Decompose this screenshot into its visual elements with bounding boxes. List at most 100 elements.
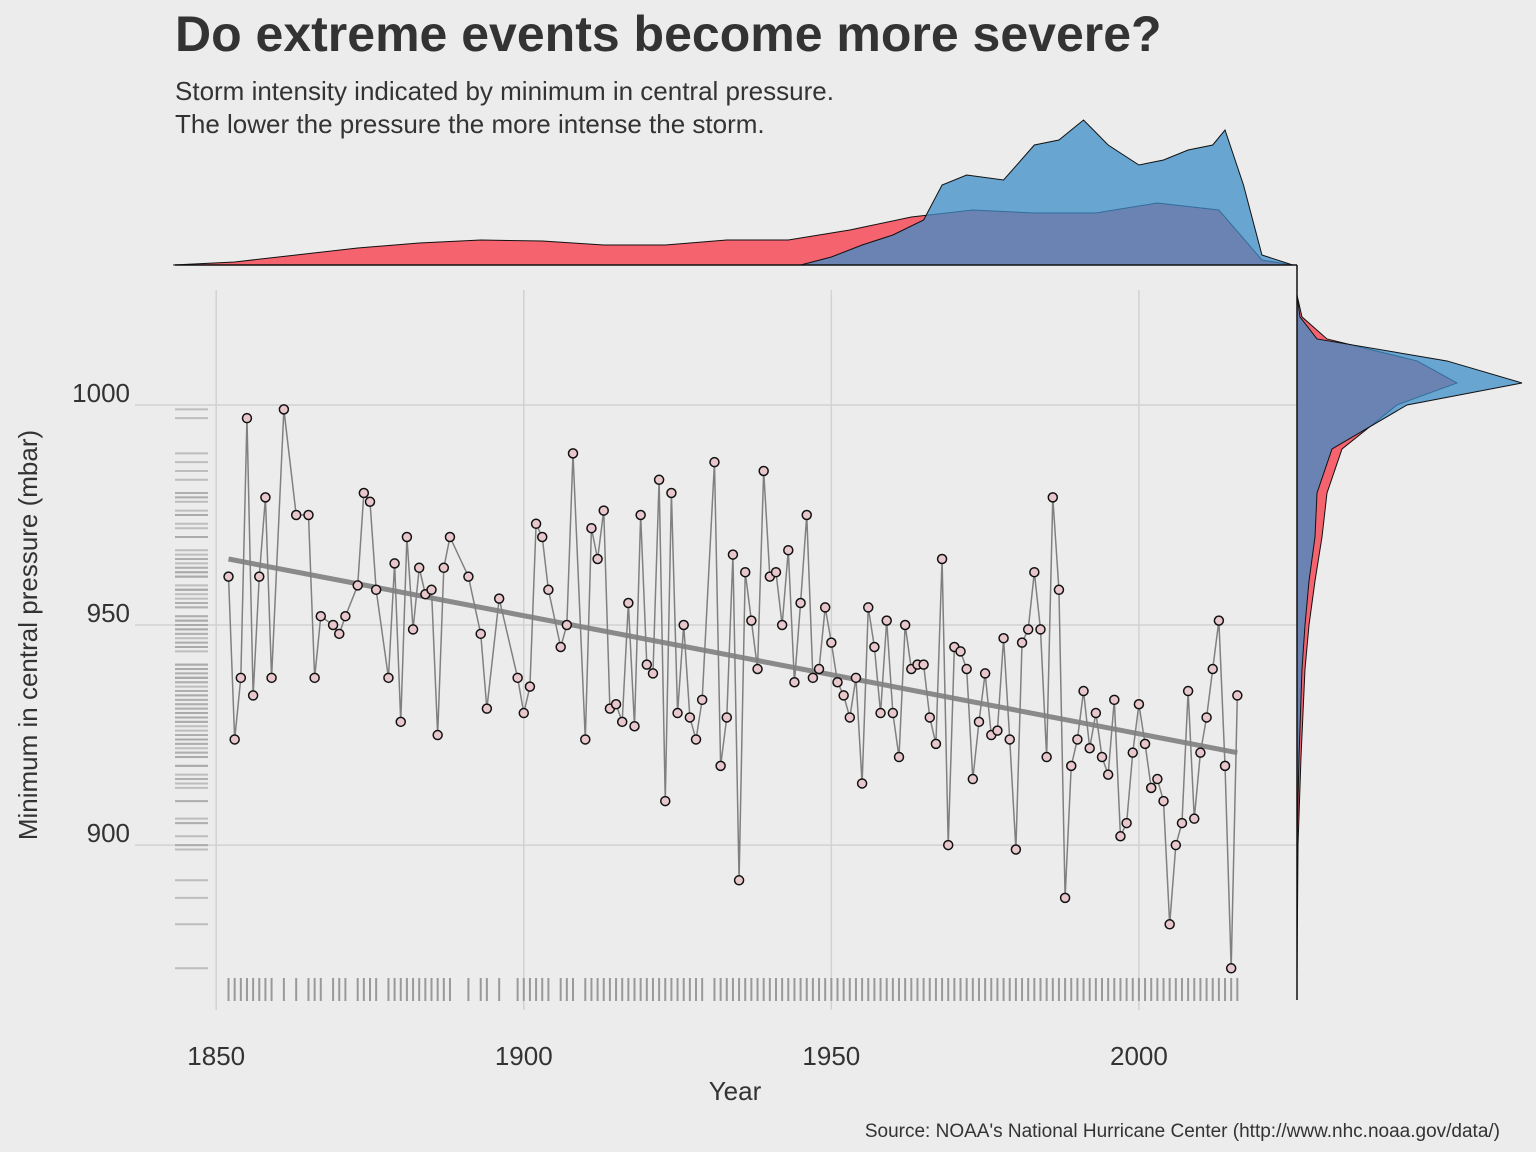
annual-min-point [856, 778, 868, 789]
annual-min-point [942, 839, 954, 851]
annual-min-point [512, 672, 523, 684]
annual-min-point [432, 729, 443, 741]
annual-min-point [260, 492, 271, 503]
annual-min-point [653, 474, 665, 486]
density-x [800, 119, 1293, 266]
x-tick-label: 1900 [495, 1041, 553, 1071]
annual-min-point [1016, 637, 1028, 648]
annual-min-point [1004, 734, 1015, 745]
annual-min-point [739, 566, 751, 578]
y-axis-label: Minimum in central pressure (mbar) [13, 430, 43, 840]
annual-min-point [844, 712, 856, 723]
annual-min-point [623, 597, 634, 609]
density-y [1296, 294, 1523, 978]
y-tick-label: 900 [87, 818, 130, 848]
annual-min-point [235, 672, 247, 684]
annual-min-point [629, 720, 640, 732]
trend-line [228, 556, 1238, 756]
annual-min-point [789, 676, 800, 688]
annual-min-point [1133, 698, 1145, 710]
y-tick-label: 1000 [72, 378, 130, 408]
subtitle: The lower the pressure the more intense … [175, 109, 765, 139]
annual-min-point [832, 676, 843, 688]
annual-min-point [475, 628, 486, 640]
annual-min-point [813, 663, 825, 675]
annual-min-point [567, 448, 579, 459]
annual-min-point [1158, 795, 1169, 807]
annual-min-point [1053, 584, 1065, 596]
annual-min-point [616, 716, 628, 728]
annual-min-point [684, 712, 696, 723]
annual-min-point [395, 716, 407, 728]
annual-min-point [770, 566, 782, 578]
annual-min-point [598, 505, 609, 516]
annual-min-point [838, 690, 849, 701]
annual-min-point [290, 509, 302, 521]
annual-min-point [247, 690, 259, 701]
annual-min-point [1047, 492, 1059, 503]
annual-min-point [1109, 694, 1120, 706]
annual-min-point [967, 773, 979, 785]
annual-min-point [1078, 685, 1089, 697]
annual-min-point [1041, 751, 1052, 763]
annual-min-point [1182, 685, 1194, 697]
annual-min-point [1010, 844, 1022, 855]
annual-min-point [1029, 566, 1040, 578]
annual-min-point [801, 509, 812, 521]
annual-min-point [364, 496, 376, 508]
annual-min-point [635, 509, 646, 521]
x-tick-label: 1950 [802, 1041, 860, 1071]
annual-min-point [463, 571, 474, 582]
annual-min-point [407, 624, 419, 635]
annual-min-point [555, 641, 566, 653]
annual-min-point [807, 672, 819, 684]
annual-min-point [1213, 615, 1225, 626]
annual-min-point [961, 663, 972, 675]
annual-min-point [776, 619, 788, 631]
annual-min-point [955, 646, 966, 657]
annual-min-point [1219, 760, 1231, 772]
y-tick-label: 950 [87, 598, 130, 628]
annual-min-point [303, 509, 314, 521]
annual-min-point [998, 632, 1009, 644]
annual-min-point [826, 637, 837, 648]
annual-min-point [709, 456, 720, 468]
annual-min-point [850, 672, 862, 684]
annual-min-point [315, 610, 327, 622]
annual-min-point [672, 707, 683, 719]
annual-min-point [592, 553, 603, 565]
source: Source: NOAA's National Hurricane Center… [865, 1121, 1500, 1142]
annual-min-point [899, 619, 911, 631]
annual-min-point [358, 487, 370, 499]
annual-min-point [1090, 707, 1102, 719]
annual-min-point [924, 712, 936, 723]
annual-min-point [333, 628, 345, 640]
annual-min-point [647, 668, 659, 679]
annual-min-point [869, 641, 880, 653]
annual-min-point [641, 659, 653, 670]
annual-min-point [223, 571, 234, 582]
x-tick-label: 2000 [1110, 1041, 1168, 1071]
annual-min-point [715, 760, 726, 772]
annual-min-point [696, 694, 708, 706]
annual-min-point [241, 412, 253, 424]
annual-min-point [586, 522, 597, 534]
annual-min-point [1059, 892, 1071, 904]
annual-min-point [530, 518, 542, 530]
annual-min-point [721, 712, 733, 723]
annual-min-point [746, 615, 757, 626]
annual-min-point [1035, 624, 1046, 635]
annual-min-point [1145, 782, 1157, 794]
annual-min-point [1102, 769, 1114, 780]
annual-min-point [727, 549, 739, 560]
annual-min-point [936, 553, 948, 565]
annual-min-point [383, 672, 394, 684]
annual-min-point [1152, 773, 1163, 785]
annual-min-point [1115, 831, 1126, 842]
annual-min-point [536, 531, 548, 543]
annual-min-point [543, 584, 554, 596]
annual-min-point [1065, 760, 1077, 772]
annual-min-point [1139, 738, 1151, 750]
annual-min-point [783, 544, 794, 556]
